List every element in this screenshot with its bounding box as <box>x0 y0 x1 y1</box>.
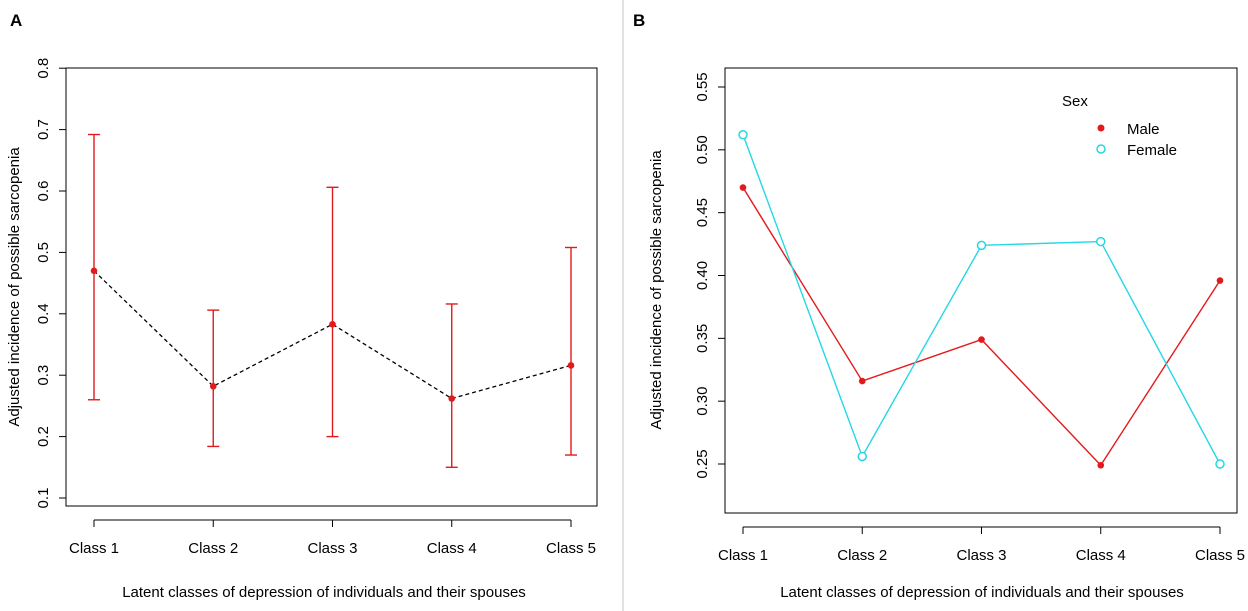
b-y-tick-label: 0.55 <box>694 72 711 101</box>
b-y-tick-label: 0.25 <box>694 449 711 478</box>
a-y-tick-label: 0.7 <box>35 119 52 140</box>
point-class-1 <box>90 267 98 275</box>
point-female-class-5 <box>1215 459 1225 469</box>
b-y-tick-label: 0.30 <box>694 387 711 416</box>
b-y-tick-label: 0.40 <box>694 261 711 290</box>
panel-a-letter: A <box>10 11 22 30</box>
panel-b-legend: Sex Male Female <box>1062 93 1177 159</box>
panel-b-y-axis: 0.25 0.30 0.35 0.40 0.45 0.50 0.55 <box>694 72 726 479</box>
a-y-tick-label: 0.6 <box>35 181 52 202</box>
point-male-class-2 <box>858 377 866 385</box>
point-male-class-4 <box>1097 461 1105 469</box>
point-male-class-3 <box>978 336 985 343</box>
panel-a: A 0.10.20.30.40.50.60.70.8 Class 1 Class … <box>6 11 598 601</box>
point-male-class-1 <box>739 184 747 191</box>
line-female <box>742 134 1221 465</box>
a-x-tick-label: Class 1 <box>69 540 119 557</box>
panel-a-y-axis-title: Adjusted incidence of possible sarcopeni… <box>6 147 23 427</box>
legend-female-marker <box>1096 144 1106 154</box>
b-x-tick-label: Class 2 <box>837 547 887 564</box>
a-x-tick-label: Class 2 <box>188 540 238 557</box>
a-y-tick-label: 0.4 <box>35 303 52 324</box>
a-y-tick-label: 0.8 <box>35 58 52 79</box>
b-x-tick-label: Class 1 <box>718 547 768 564</box>
a-y-tick-label: 0.3 <box>35 365 52 386</box>
b-y-tick-label: 0.35 <box>694 324 711 353</box>
b-y-tick-label: 0.45 <box>694 198 711 227</box>
a-y-tick-label: 0.1 <box>35 488 52 509</box>
point-female-class-3 <box>976 240 987 251</box>
panel-a-x-axis: Class 1 Class 2 Class 3 Class 4 Class 5 <box>69 519 596 557</box>
panel-b-letter: B <box>633 11 645 30</box>
panel-b-series-lines <box>742 134 1221 467</box>
panel-b-y-axis-title: Adjusted incidence of possible sarcopeni… <box>648 150 665 430</box>
point-class-5 <box>567 362 575 369</box>
panel-b-x-axis: Class 1 Class 2 Class 3 Class 4 Class 5 <box>718 526 1245 564</box>
point-class-2 <box>209 382 217 390</box>
point-male-class-5 <box>1216 277 1224 284</box>
a-y-tick-label: 0.2 <box>35 426 52 447</box>
b-x-tick-label: Class 5 <box>1195 547 1245 564</box>
point-class-3 <box>329 320 336 328</box>
panel-b-points <box>738 129 1225 469</box>
point-class-4 <box>448 395 456 402</box>
panel-a-y-axis: 0.1 0.2 0.3 0.4 0.5 0.6 0.7 0.8 <box>35 58 67 509</box>
a-x-tick-label: Class 5 <box>546 540 596 557</box>
legend-female-label: Female <box>1127 142 1177 159</box>
b-y-tick-label: 0.50 <box>694 135 711 164</box>
panel-a-error-bars <box>88 133 577 468</box>
legend-title: Sex <box>1062 93 1088 110</box>
a-x-tick-label: Class 3 <box>307 540 357 557</box>
a-x-tick-label: Class 4 <box>427 540 477 557</box>
b-x-tick-label: Class 3 <box>956 547 1006 564</box>
legend-male-marker <box>1097 124 1105 132</box>
panel-a-points <box>90 267 575 402</box>
panel-a-x-axis-title: Latent classes of depression of individu… <box>122 584 526 601</box>
panel-b-plot-frame <box>724 67 1238 514</box>
b-x-tick-label: Class 4 <box>1076 547 1126 564</box>
point-female-class-1 <box>738 129 748 140</box>
point-female-class-2 <box>857 451 867 462</box>
panel-b-x-axis-title: Latent classes of depression of individu… <box>780 584 1184 601</box>
panel-a-plot-frame <box>65 67 598 507</box>
point-female-class-4 <box>1096 236 1106 247</box>
a-y-tick-label: 0.5 <box>35 242 52 263</box>
legend-male-label: Male <box>1127 121 1160 138</box>
panel-b: B 0.250.300.350.400.450.500.55 Class 1 Cl… <box>633 11 1245 601</box>
